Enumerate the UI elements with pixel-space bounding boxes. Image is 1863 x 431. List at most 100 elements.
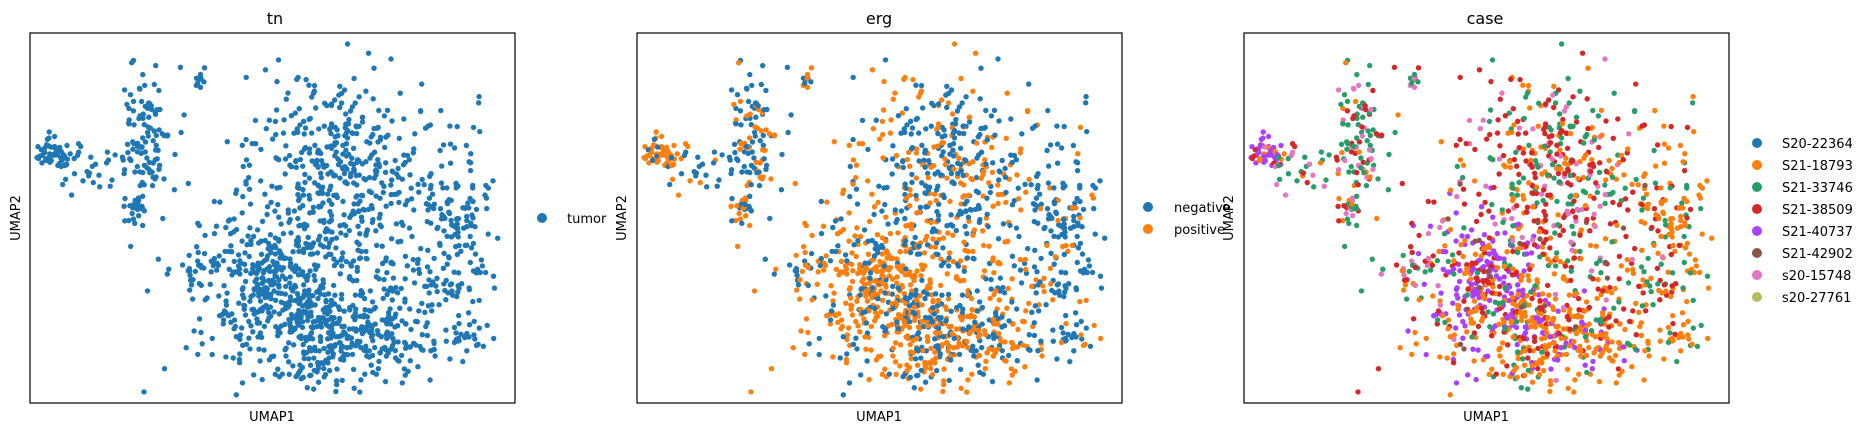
scatter-point [247,346,253,352]
scatter-point [272,235,279,241]
scatter-point [1504,363,1510,369]
scatter-point [202,297,208,303]
scatter-point [918,272,924,279]
scatter-point [1520,192,1526,199]
scatter-point [795,282,802,288]
legend-marker [1752,182,1762,192]
scatter-point [374,168,380,175]
scatter-point [901,318,907,324]
scatter-point [808,250,815,257]
scatter-point [1519,356,1526,362]
scatter-point [190,296,196,302]
scatter-point [364,314,371,320]
scatter-point [1466,117,1473,124]
legend-item: s20-15748 [1752,269,1851,284]
scatter-point [1397,345,1403,351]
scatter-point [302,171,308,178]
scatter-point [1500,359,1506,365]
scatter-point [728,203,734,209]
scatter-point [407,358,413,364]
scatter-point [1393,262,1400,268]
scatter-point [1049,215,1055,221]
scatter-point [1480,357,1487,363]
scatter-point [846,210,852,216]
scatter-point [341,357,347,363]
scatter-point [903,248,909,255]
scatter-point [989,378,996,385]
scatter-point [1602,182,1608,188]
scatter-point [996,118,1002,124]
scatter-point [395,174,402,180]
scatter-point [1609,339,1615,345]
scatter-point [1643,191,1650,197]
scatter-point [922,237,929,243]
scatter-point [1557,111,1563,117]
scatter-point [987,189,993,196]
scatter-point [948,357,954,363]
scatter-point [1578,348,1584,354]
scatter-point [1551,340,1558,346]
scatter-point [957,145,964,151]
scatter-point [920,266,926,272]
scatter-point [880,244,886,251]
scatter-point [425,207,431,213]
scatter-point [855,238,861,244]
scatter-point [978,125,984,132]
scatter-point [1358,155,1364,161]
scatter-point [1504,314,1511,320]
scatter-point [966,192,972,198]
scatter-point [389,297,395,303]
scatter-point [1412,282,1419,289]
scatter-point [269,183,275,189]
scatter-point [1572,291,1578,298]
scatter-point [198,282,204,289]
scatter-point [1680,322,1687,328]
legend-marker [1752,226,1762,236]
scatter-point [296,248,302,255]
scatter-point [1570,208,1576,215]
scatter-point [1667,185,1673,191]
scatter-point [312,277,318,283]
scatter-point [347,274,353,280]
scatter-point [749,149,755,155]
scatter-point [291,208,298,214]
scatter-point [1447,392,1454,398]
scatter-point [882,366,888,372]
scatter-point [871,211,877,218]
scatter-point [337,104,343,111]
scatter-point [150,138,156,144]
scatter-point [222,248,228,255]
scatter-point [308,330,315,336]
scatter-point [964,231,970,237]
scatter-point [1294,178,1300,184]
scatter-point [1445,216,1451,222]
scatter-point [861,227,868,233]
scatter-point [1006,318,1012,324]
scatter-point [471,332,477,338]
scatter-point [685,143,691,150]
scatter-point [140,193,146,199]
scatter-point [140,169,146,176]
scatter-point [1487,107,1494,113]
scatter-point [1350,213,1356,219]
scatter-point [950,232,956,238]
scatter-point [1615,116,1621,122]
scatter-point [882,57,889,63]
scatter-point [1338,141,1345,147]
scatter-point [1518,304,1525,310]
scatter-point [1620,157,1627,163]
scatter-point [459,281,465,287]
scatter-point [1568,239,1574,245]
scatter-point [1087,343,1094,349]
scatter-point [267,246,273,252]
scatter-point [1619,368,1625,374]
scatter-point [140,222,146,229]
scatter-point [209,335,215,342]
scatter-point [130,216,137,222]
scatter-point [306,175,313,181]
scatter-point [902,181,908,187]
scatter-point [1453,325,1459,331]
legend-item: tumor [537,212,607,227]
scatter-point [794,272,800,278]
scatter-point [1632,245,1638,252]
